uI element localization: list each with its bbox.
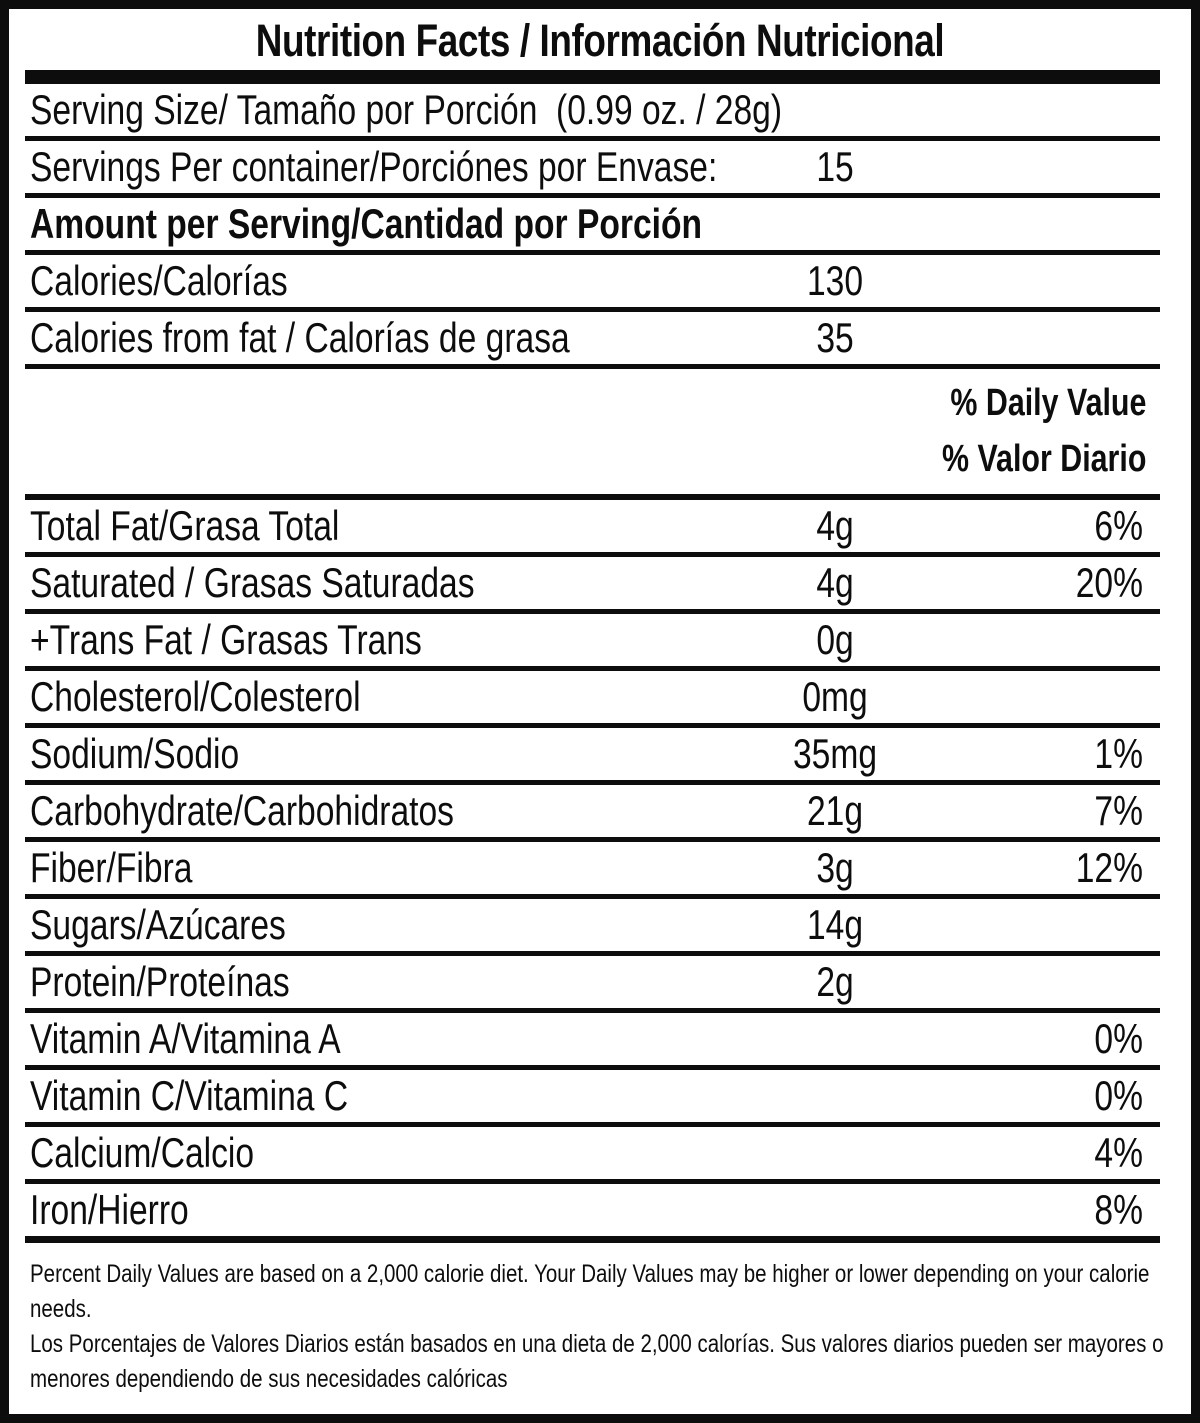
title-separator-bar <box>25 70 1160 84</box>
row-trans-fat: +Trans Fat / Grasas Trans 0g <box>25 614 1160 671</box>
row-calories: Calories/Calorías 130 <box>25 255 1160 312</box>
row-value: 4g <box>816 559 854 606</box>
footnote-english: Percent Daily Values are based on a 2,00… <box>30 1260 1150 1323</box>
row-value: 0mg <box>802 673 868 720</box>
row-label: Cholesterol/Colesterol <box>30 673 361 720</box>
row-label: Total Fat/Grasa Total <box>30 502 340 549</box>
row-percent: 4% <box>1094 1129 1143 1176</box>
row-serving-size: Serving Size/ Tamaño por Porción (0.99 o… <box>25 84 1160 141</box>
row-sugars: Sugars/Azúcares 14g <box>25 899 1160 956</box>
row-servings-per-container: Servings Per container/Porciónes por Env… <box>25 141 1160 198</box>
row-percent: 6% <box>1094 502 1143 549</box>
label-title: Nutrition Facts / Información Nutriciona… <box>255 15 945 66</box>
daily-value-header-es: % Valor Diario <box>941 438 1147 480</box>
row-label: Serving Size/ Tamaño por Porción (0.99 o… <box>30 86 783 133</box>
row-saturated-fat: Saturated / Grasas Saturadas 4g 20% <box>25 557 1160 614</box>
row-label: Carbohydrate/Carbohidratos <box>30 787 454 834</box>
row-label: Sugars/Azúcares <box>30 901 286 948</box>
row-percent: 20% <box>1075 559 1143 606</box>
row-label: Protein/Proteínas <box>30 958 290 1005</box>
nutrition-table: Serving Size/ Tamaño por Porción (0.99 o… <box>25 84 1160 1243</box>
row-cholesterol: Cholesterol/Colesterol 0mg <box>25 671 1160 728</box>
row-label: Servings Per container/Porciónes por Env… <box>30 143 718 190</box>
row-label: Calories/Calorías <box>30 257 288 304</box>
row-label: Vitamin C/Vitamina C <box>30 1072 349 1119</box>
row-calcium: Calcium/Calcio 4% <box>25 1127 1160 1184</box>
row-label: Vitamin A/Vitamina A <box>30 1015 341 1062</box>
row-value: 3g <box>816 844 854 891</box>
row-value: 14g <box>806 901 864 948</box>
row-label: Sodium/Sodio <box>30 730 240 777</box>
footnote-section: Percent Daily Values are based on a 2,00… <box>30 1243 1191 1397</box>
row-value: 0g <box>816 616 854 663</box>
row-carbohydrate: Carbohydrate/Carbohidratos 21g 7% <box>25 785 1160 842</box>
row-value: 35mg <box>792 730 878 777</box>
row-vitamin-a: Vitamin A/Vitamina A 0% <box>25 1013 1160 1070</box>
row-value: 21g <box>806 787 864 834</box>
daily-value-header-en: % Daily Value <box>950 382 1147 424</box>
row-calories-from-fat: Calories from fat / Calorías de grasa 35 <box>25 312 1160 369</box>
row-sodium: Sodium/Sodio 35mg 1% <box>25 728 1160 785</box>
row-value: 130 <box>806 257 864 304</box>
row-value: 15 <box>816 143 854 190</box>
row-value: 2g <box>816 958 854 1005</box>
footnote-spanish: Los Porcentajes de Valores Diarios están… <box>30 1330 1164 1393</box>
row-label: Saturated / Grasas Saturadas <box>30 559 475 606</box>
row-label: Amount per Serving/Cantidad por Porción <box>30 200 703 247</box>
row-percent: 1% <box>1094 730 1143 777</box>
row-value: 35 <box>816 314 854 361</box>
daily-value-header-block: % Daily Value % Valor Diario <box>25 369 1160 500</box>
row-percent: 0% <box>1094 1015 1143 1062</box>
row-total-fat: Total Fat/Grasa Total 4g 6% <box>25 500 1160 557</box>
row-label: Calories from fat / Calorías de grasa <box>30 314 570 361</box>
row-label: +Trans Fat / Grasas Trans <box>30 616 422 663</box>
row-amount-per-serving-header: Amount per Serving/Cantidad por Porción <box>25 198 1160 255</box>
row-fiber: Fiber/Fibra 3g 12% <box>25 842 1160 899</box>
row-label: Iron/Hierro <box>30 1186 189 1233</box>
row-label: Fiber/Fibra <box>30 844 193 891</box>
row-iron: Iron/Hierro 8% <box>25 1184 1160 1243</box>
row-percent: 12% <box>1075 844 1143 891</box>
row-percent: 0% <box>1094 1072 1143 1119</box>
row-label: Calcium/Calcio <box>30 1129 255 1176</box>
row-percent: 8% <box>1094 1186 1143 1233</box>
row-percent: 7% <box>1094 787 1143 834</box>
row-value: 4g <box>816 502 854 549</box>
row-vitamin-c: Vitamin C/Vitamina C 0% <box>25 1070 1160 1127</box>
row-protein: Protein/Proteínas 2g <box>25 956 1160 1013</box>
